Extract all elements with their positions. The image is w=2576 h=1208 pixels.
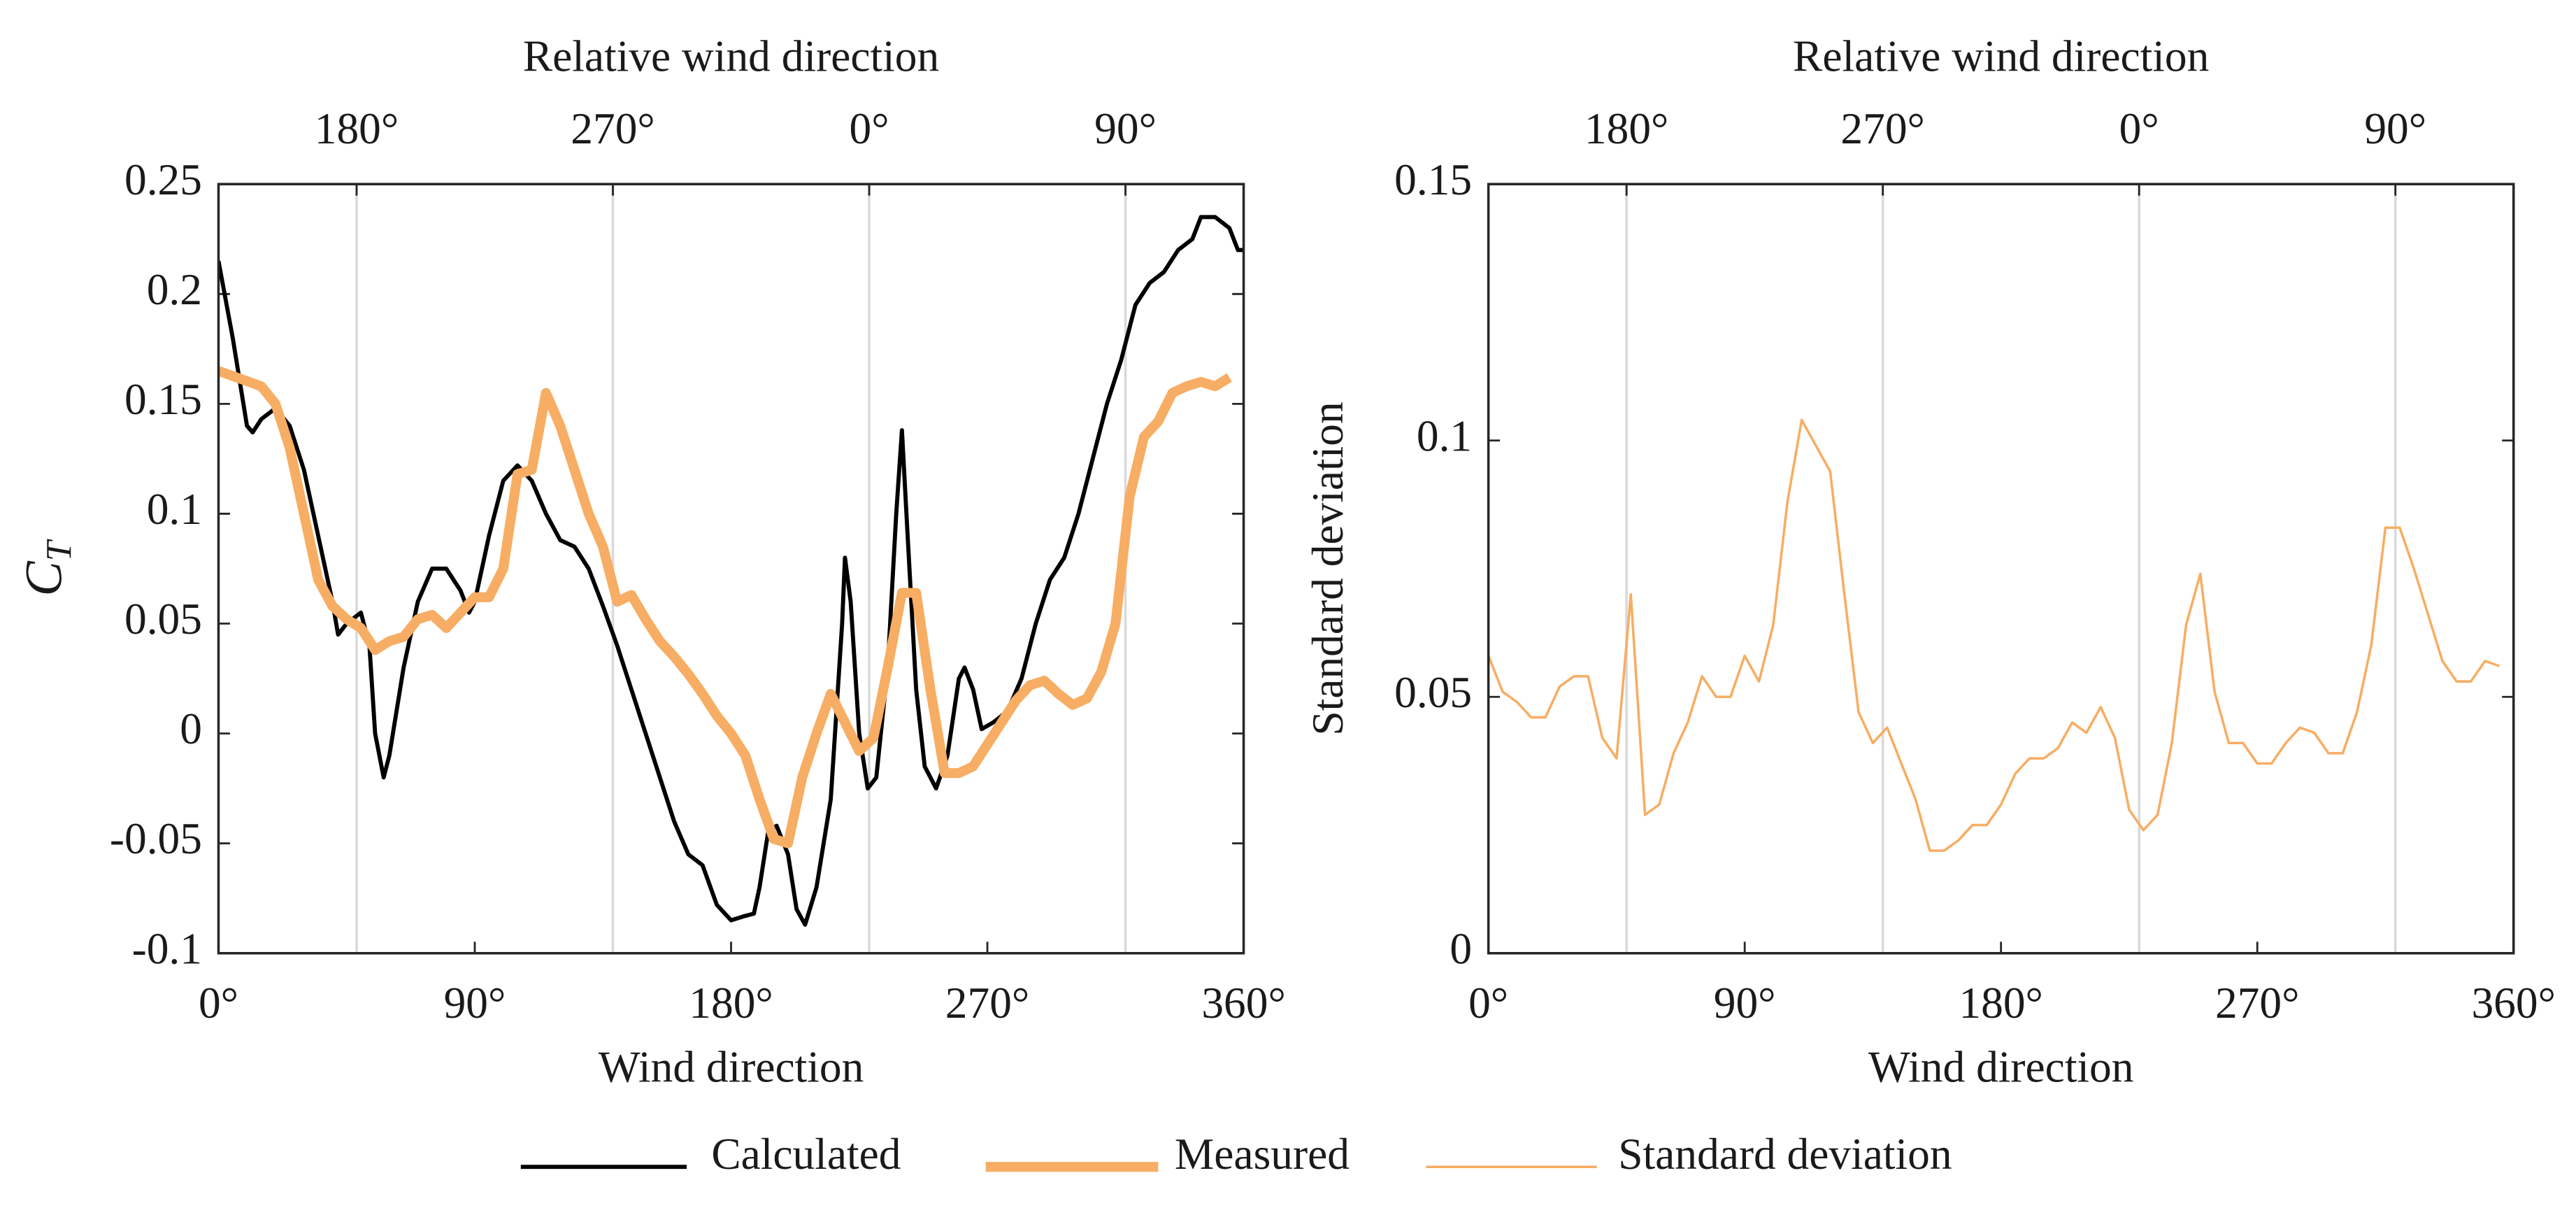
y-tick-label: 0 bbox=[180, 704, 202, 753]
x-tick-label: 270° bbox=[2215, 978, 2300, 1028]
x-tick-label: 90° bbox=[1714, 978, 1776, 1028]
x-tick-label: 90° bbox=[444, 978, 506, 1028]
x2-tick-label: 270° bbox=[571, 104, 655, 153]
x-tick-label: 180° bbox=[689, 978, 773, 1028]
plot-area bbox=[218, 184, 1244, 953]
x2-tick-label: 90° bbox=[2364, 104, 2426, 153]
x-tick-label: 360° bbox=[1201, 978, 1285, 1028]
y-axis-label-sub: T bbox=[39, 539, 79, 561]
x2-axis-label: Relative wind direction bbox=[523, 31, 939, 81]
plot: 180° 270° 0° 90° 0° 90° 180° 270° 360° 0 0.05 0.1 0.… bbox=[1303, 31, 2556, 1092]
y-axis-label: Standard deviation bbox=[1303, 402, 1352, 735]
plot-frame bbox=[1487, 183, 2515, 955]
plot-frame bbox=[217, 183, 1245, 955]
y-tick-label: 0.1 bbox=[1417, 411, 1472, 460]
plot-area bbox=[1488, 184, 2514, 953]
y-tick-label: 0.15 bbox=[124, 374, 202, 424]
x-tick-label: 0° bbox=[1468, 978, 1508, 1028]
y-tick-label: 0.1 bbox=[147, 484, 202, 534]
data-line bbox=[218, 215, 1244, 927]
x2-tick-label: 90° bbox=[1094, 104, 1157, 153]
y-tick-label: -0.05 bbox=[110, 813, 202, 863]
x-tick-label: 180° bbox=[1959, 978, 2043, 1028]
x2-tick-label: 0° bbox=[2119, 104, 2159, 153]
data-line bbox=[218, 366, 1232, 848]
legend-label: Measured bbox=[1175, 1129, 1350, 1179]
y-tick-label: 0.25 bbox=[124, 155, 202, 204]
x2-tick-label: 180° bbox=[315, 104, 399, 153]
y-tick-label: -0.1 bbox=[132, 923, 202, 973]
data-line bbox=[1488, 418, 2500, 852]
x-tick-label: 270° bbox=[945, 978, 1030, 1028]
y-tick-label: 0.05 bbox=[1394, 667, 1472, 717]
legend-label: Calculated bbox=[711, 1129, 901, 1179]
x2-tick-label: 270° bbox=[1840, 104, 1925, 153]
y-tick-label: 0.05 bbox=[124, 594, 202, 644]
x2-axis-label: Relative wind direction bbox=[1793, 31, 2209, 81]
x2-tick-label: 180° bbox=[1584, 104, 1668, 153]
y-tick-label: 0.2 bbox=[147, 264, 202, 314]
plot: 180° 270° 0° 90° 0° 90° 180° 270° 360° -0.1 -0.05 0… bbox=[15, 31, 1286, 1092]
x-axis-label: Wind direction bbox=[599, 1042, 864, 1091]
y-axis-label-main: C bbox=[15, 560, 73, 596]
x2-tick-label: 0° bbox=[849, 104, 889, 153]
y-tick-label: 0 bbox=[1450, 923, 1472, 973]
y-axis-label: CT bbox=[15, 539, 79, 596]
x-axis-label: Wind direction bbox=[1868, 1042, 2134, 1091]
y-tick-label: 0.15 bbox=[1394, 155, 1472, 204]
legend: Calculated Measured Standard deviation bbox=[520, 1129, 1952, 1179]
x-tick-label: 360° bbox=[2471, 978, 2556, 1028]
legend-label: Standard deviation bbox=[1618, 1129, 1952, 1179]
x-tick-label: 0° bbox=[199, 978, 238, 1028]
